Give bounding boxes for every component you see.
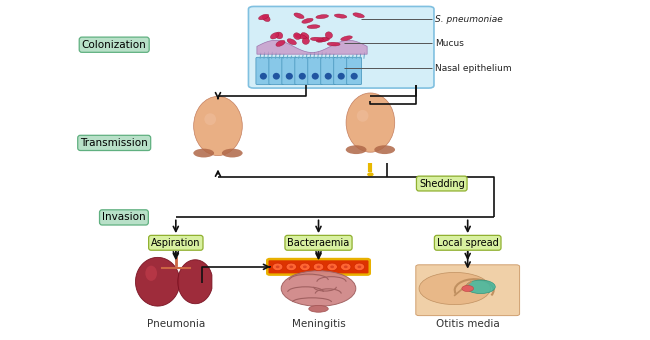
FancyBboxPatch shape xyxy=(416,265,519,316)
Ellipse shape xyxy=(262,15,270,21)
Text: Transmission: Transmission xyxy=(81,138,148,148)
Ellipse shape xyxy=(287,39,296,45)
Text: Invasion: Invasion xyxy=(102,212,146,222)
Text: Aspiration: Aspiration xyxy=(151,238,201,248)
Ellipse shape xyxy=(299,73,306,80)
Ellipse shape xyxy=(312,73,319,80)
Text: Pneumonia: Pneumonia xyxy=(147,319,205,329)
Ellipse shape xyxy=(270,33,279,39)
FancyBboxPatch shape xyxy=(333,57,348,85)
Ellipse shape xyxy=(346,93,395,152)
Ellipse shape xyxy=(273,73,280,80)
Ellipse shape xyxy=(294,13,304,19)
Ellipse shape xyxy=(337,73,345,80)
Ellipse shape xyxy=(357,110,369,122)
Ellipse shape xyxy=(341,36,352,41)
Ellipse shape xyxy=(346,145,367,154)
Text: Colonization: Colonization xyxy=(82,40,147,50)
Ellipse shape xyxy=(344,266,348,268)
Ellipse shape xyxy=(301,33,309,39)
Text: Mucus: Mucus xyxy=(436,38,464,48)
Ellipse shape xyxy=(334,14,347,18)
Ellipse shape xyxy=(327,263,337,271)
Ellipse shape xyxy=(466,280,495,294)
FancyBboxPatch shape xyxy=(256,57,271,85)
Ellipse shape xyxy=(193,149,214,157)
Ellipse shape xyxy=(222,149,242,157)
Ellipse shape xyxy=(303,266,307,268)
Ellipse shape xyxy=(419,272,490,305)
Ellipse shape xyxy=(260,73,267,80)
Ellipse shape xyxy=(294,34,306,39)
FancyBboxPatch shape xyxy=(295,57,310,85)
Ellipse shape xyxy=(325,32,333,39)
FancyBboxPatch shape xyxy=(308,57,323,85)
Ellipse shape xyxy=(317,37,330,41)
Ellipse shape xyxy=(276,32,283,39)
Ellipse shape xyxy=(327,42,340,46)
Text: Nasal epithelium: Nasal epithelium xyxy=(436,64,512,73)
Text: Local spread: Local spread xyxy=(437,238,499,248)
Ellipse shape xyxy=(317,266,320,268)
Ellipse shape xyxy=(341,263,351,271)
Text: Shedding: Shedding xyxy=(419,178,465,189)
Ellipse shape xyxy=(367,172,374,176)
Ellipse shape xyxy=(281,271,356,306)
FancyBboxPatch shape xyxy=(248,6,434,88)
Ellipse shape xyxy=(302,38,309,45)
Ellipse shape xyxy=(286,263,296,271)
FancyBboxPatch shape xyxy=(321,57,335,85)
Text: Otitis media: Otitis media xyxy=(436,319,500,329)
Text: S. pneumoniae: S. pneumoniae xyxy=(436,15,503,24)
Ellipse shape xyxy=(286,73,293,80)
Ellipse shape xyxy=(272,263,283,271)
Polygon shape xyxy=(135,257,179,306)
Ellipse shape xyxy=(294,33,301,39)
Ellipse shape xyxy=(146,266,157,281)
Ellipse shape xyxy=(194,96,242,156)
Ellipse shape xyxy=(350,73,358,80)
Ellipse shape xyxy=(302,18,313,23)
Ellipse shape xyxy=(307,25,320,29)
Ellipse shape xyxy=(353,13,365,18)
Polygon shape xyxy=(257,40,367,54)
Ellipse shape xyxy=(276,266,279,268)
FancyBboxPatch shape xyxy=(269,57,284,85)
Text: Meningitis: Meningitis xyxy=(292,319,345,329)
Ellipse shape xyxy=(358,266,361,268)
Text: Bacteraemia: Bacteraemia xyxy=(287,238,350,248)
Ellipse shape xyxy=(325,73,332,80)
Ellipse shape xyxy=(300,263,310,271)
Ellipse shape xyxy=(374,145,395,154)
Ellipse shape xyxy=(462,286,474,292)
Ellipse shape xyxy=(313,263,324,271)
Ellipse shape xyxy=(316,15,328,19)
Ellipse shape xyxy=(276,40,285,46)
Ellipse shape xyxy=(354,263,365,271)
FancyBboxPatch shape xyxy=(267,259,370,275)
Ellipse shape xyxy=(289,266,293,268)
Ellipse shape xyxy=(204,113,216,125)
FancyBboxPatch shape xyxy=(282,57,297,85)
Ellipse shape xyxy=(309,305,328,312)
Ellipse shape xyxy=(317,38,328,42)
Polygon shape xyxy=(178,260,212,304)
Ellipse shape xyxy=(259,14,269,20)
Ellipse shape xyxy=(311,37,323,41)
FancyBboxPatch shape xyxy=(346,57,361,85)
Ellipse shape xyxy=(330,266,334,268)
